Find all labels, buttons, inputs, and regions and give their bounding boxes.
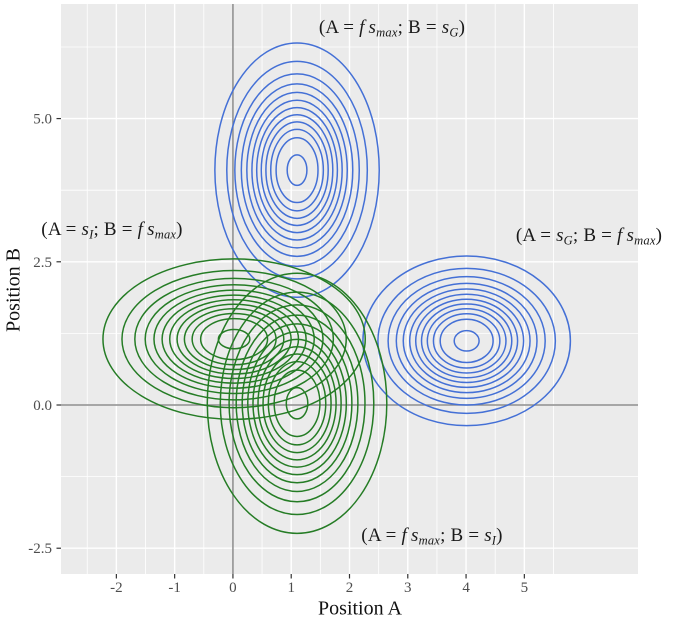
annot-sub1: I [89, 227, 94, 242]
contour-ellipse [247, 331, 348, 476]
annot-sub1: G [563, 233, 573, 248]
annot-open: (A = [361, 525, 402, 546]
y-axis-title: Position B [2, 248, 25, 332]
y-tick-label: 2.5 [33, 255, 52, 271]
contour-ellipse [267, 360, 327, 446]
contour-ellipse [260, 114, 334, 227]
annotation-bottom-cluster: (A = f smax; B = sI) [361, 525, 502, 547]
y-tick-label: 0.0 [33, 398, 52, 414]
annotation-top-cluster: (A = f smax; B = sG) [319, 17, 465, 39]
contour-ellipse [134, 277, 335, 401]
annot-mid: ; B = [397, 17, 442, 38]
x-tick-label: 0 [229, 580, 237, 596]
x-tick-label: -2 [110, 580, 123, 596]
contour-ellipse [265, 121, 329, 220]
contour-ellipse [273, 369, 321, 438]
contour-ellipse [408, 293, 525, 389]
contour-ellipse [257, 345, 337, 461]
contour-ellipse [228, 304, 366, 503]
contour-ellipse [199, 317, 269, 361]
annot-close: ) [458, 17, 466, 38]
annot-mid: ; B = [93, 219, 138, 240]
contour-cluster-bottom [206, 272, 388, 535]
contour-ellipse [241, 323, 353, 484]
annot-mid: ; B = [440, 525, 485, 546]
contour-ellipse [439, 318, 494, 364]
annot-close: ) [176, 219, 183, 240]
y-tick-label: -2.5 [28, 541, 52, 557]
contour-ellipse [387, 275, 546, 406]
contour-ellipse [426, 307, 507, 374]
annotation-right-cluster: (A = sG; B = f smax) [516, 225, 662, 247]
contour-ellipse [121, 269, 347, 409]
contour-ellipse [251, 99, 343, 241]
contour-ellipse [395, 282, 538, 400]
contour-ellipse [275, 136, 319, 204]
annot-var1: f s [359, 17, 377, 38]
contour-ellipse [214, 42, 380, 299]
contour-ellipse [240, 83, 354, 258]
contour-ellipse [144, 283, 324, 395]
contour-ellipse [161, 294, 307, 384]
annot-var1: s [81, 219, 90, 240]
x-tick-label: 3 [404, 580, 412, 596]
contour-ellipse [402, 288, 531, 394]
annot-var2: f s [617, 225, 635, 246]
contour-ellipse [235, 314, 359, 493]
x-axis-title: Position A [318, 597, 402, 620]
annot-open: (A = [515, 225, 557, 246]
contour-ellipse [414, 298, 519, 384]
annot-var2: f s [137, 219, 155, 240]
x-tick-label: 2 [346, 580, 354, 596]
y-tick-label: 5.0 [33, 112, 52, 128]
annot-sub2: G [449, 25, 459, 40]
contour-ellipse [285, 386, 309, 420]
contour-ellipse [362, 255, 572, 427]
annot-sub2: I [491, 533, 497, 548]
annot-sub2: max [634, 233, 656, 248]
annot-var1: f s [401, 525, 419, 546]
annot-open: (A = [318, 17, 360, 38]
contour-cluster-top [214, 42, 380, 299]
contour-ellipse [183, 307, 285, 371]
annot-close: ) [655, 225, 663, 246]
x-tick-label: -1 [168, 580, 181, 596]
contour-ellipse [176, 303, 292, 375]
contour-ellipse [420, 303, 513, 379]
contour-ellipse [246, 91, 349, 249]
contour-ellipse [226, 60, 369, 280]
annot-close: ) [496, 525, 503, 546]
contour-ellipse [206, 272, 388, 535]
contour-ellipse [269, 128, 325, 212]
contour-ellipse [432, 312, 501, 369]
contour-ellipse [102, 258, 366, 421]
contour-ellipse [377, 267, 557, 415]
x-tick-label: 4 [462, 580, 470, 596]
annot-var2: s [441, 17, 450, 38]
annot-open: (A = [41, 219, 82, 240]
annot-mid: ; B = [572, 225, 618, 246]
annotation-left-cluster: (A = sI; B = f smax) [41, 219, 182, 241]
contour-ellipse [453, 329, 480, 352]
x-tick-label: 1 [287, 580, 295, 596]
annot-sub2: max [154, 227, 177, 242]
annot-var2: s [484, 525, 492, 546]
contour-ellipse [234, 73, 361, 268]
contour-ellipse [153, 289, 315, 389]
contour-ellipse [286, 154, 308, 187]
contour-ellipse [252, 338, 342, 468]
annot-var1: s [556, 225, 564, 246]
contour-ellipse [219, 291, 375, 516]
annot-sub1: max [418, 533, 441, 548]
contour-ellipse [262, 353, 332, 454]
annot-sub1: max [376, 25, 398, 40]
contour-ellipse [255, 106, 339, 234]
contour-cluster-right [362, 255, 572, 427]
x-tick-label: 5 [521, 580, 529, 596]
